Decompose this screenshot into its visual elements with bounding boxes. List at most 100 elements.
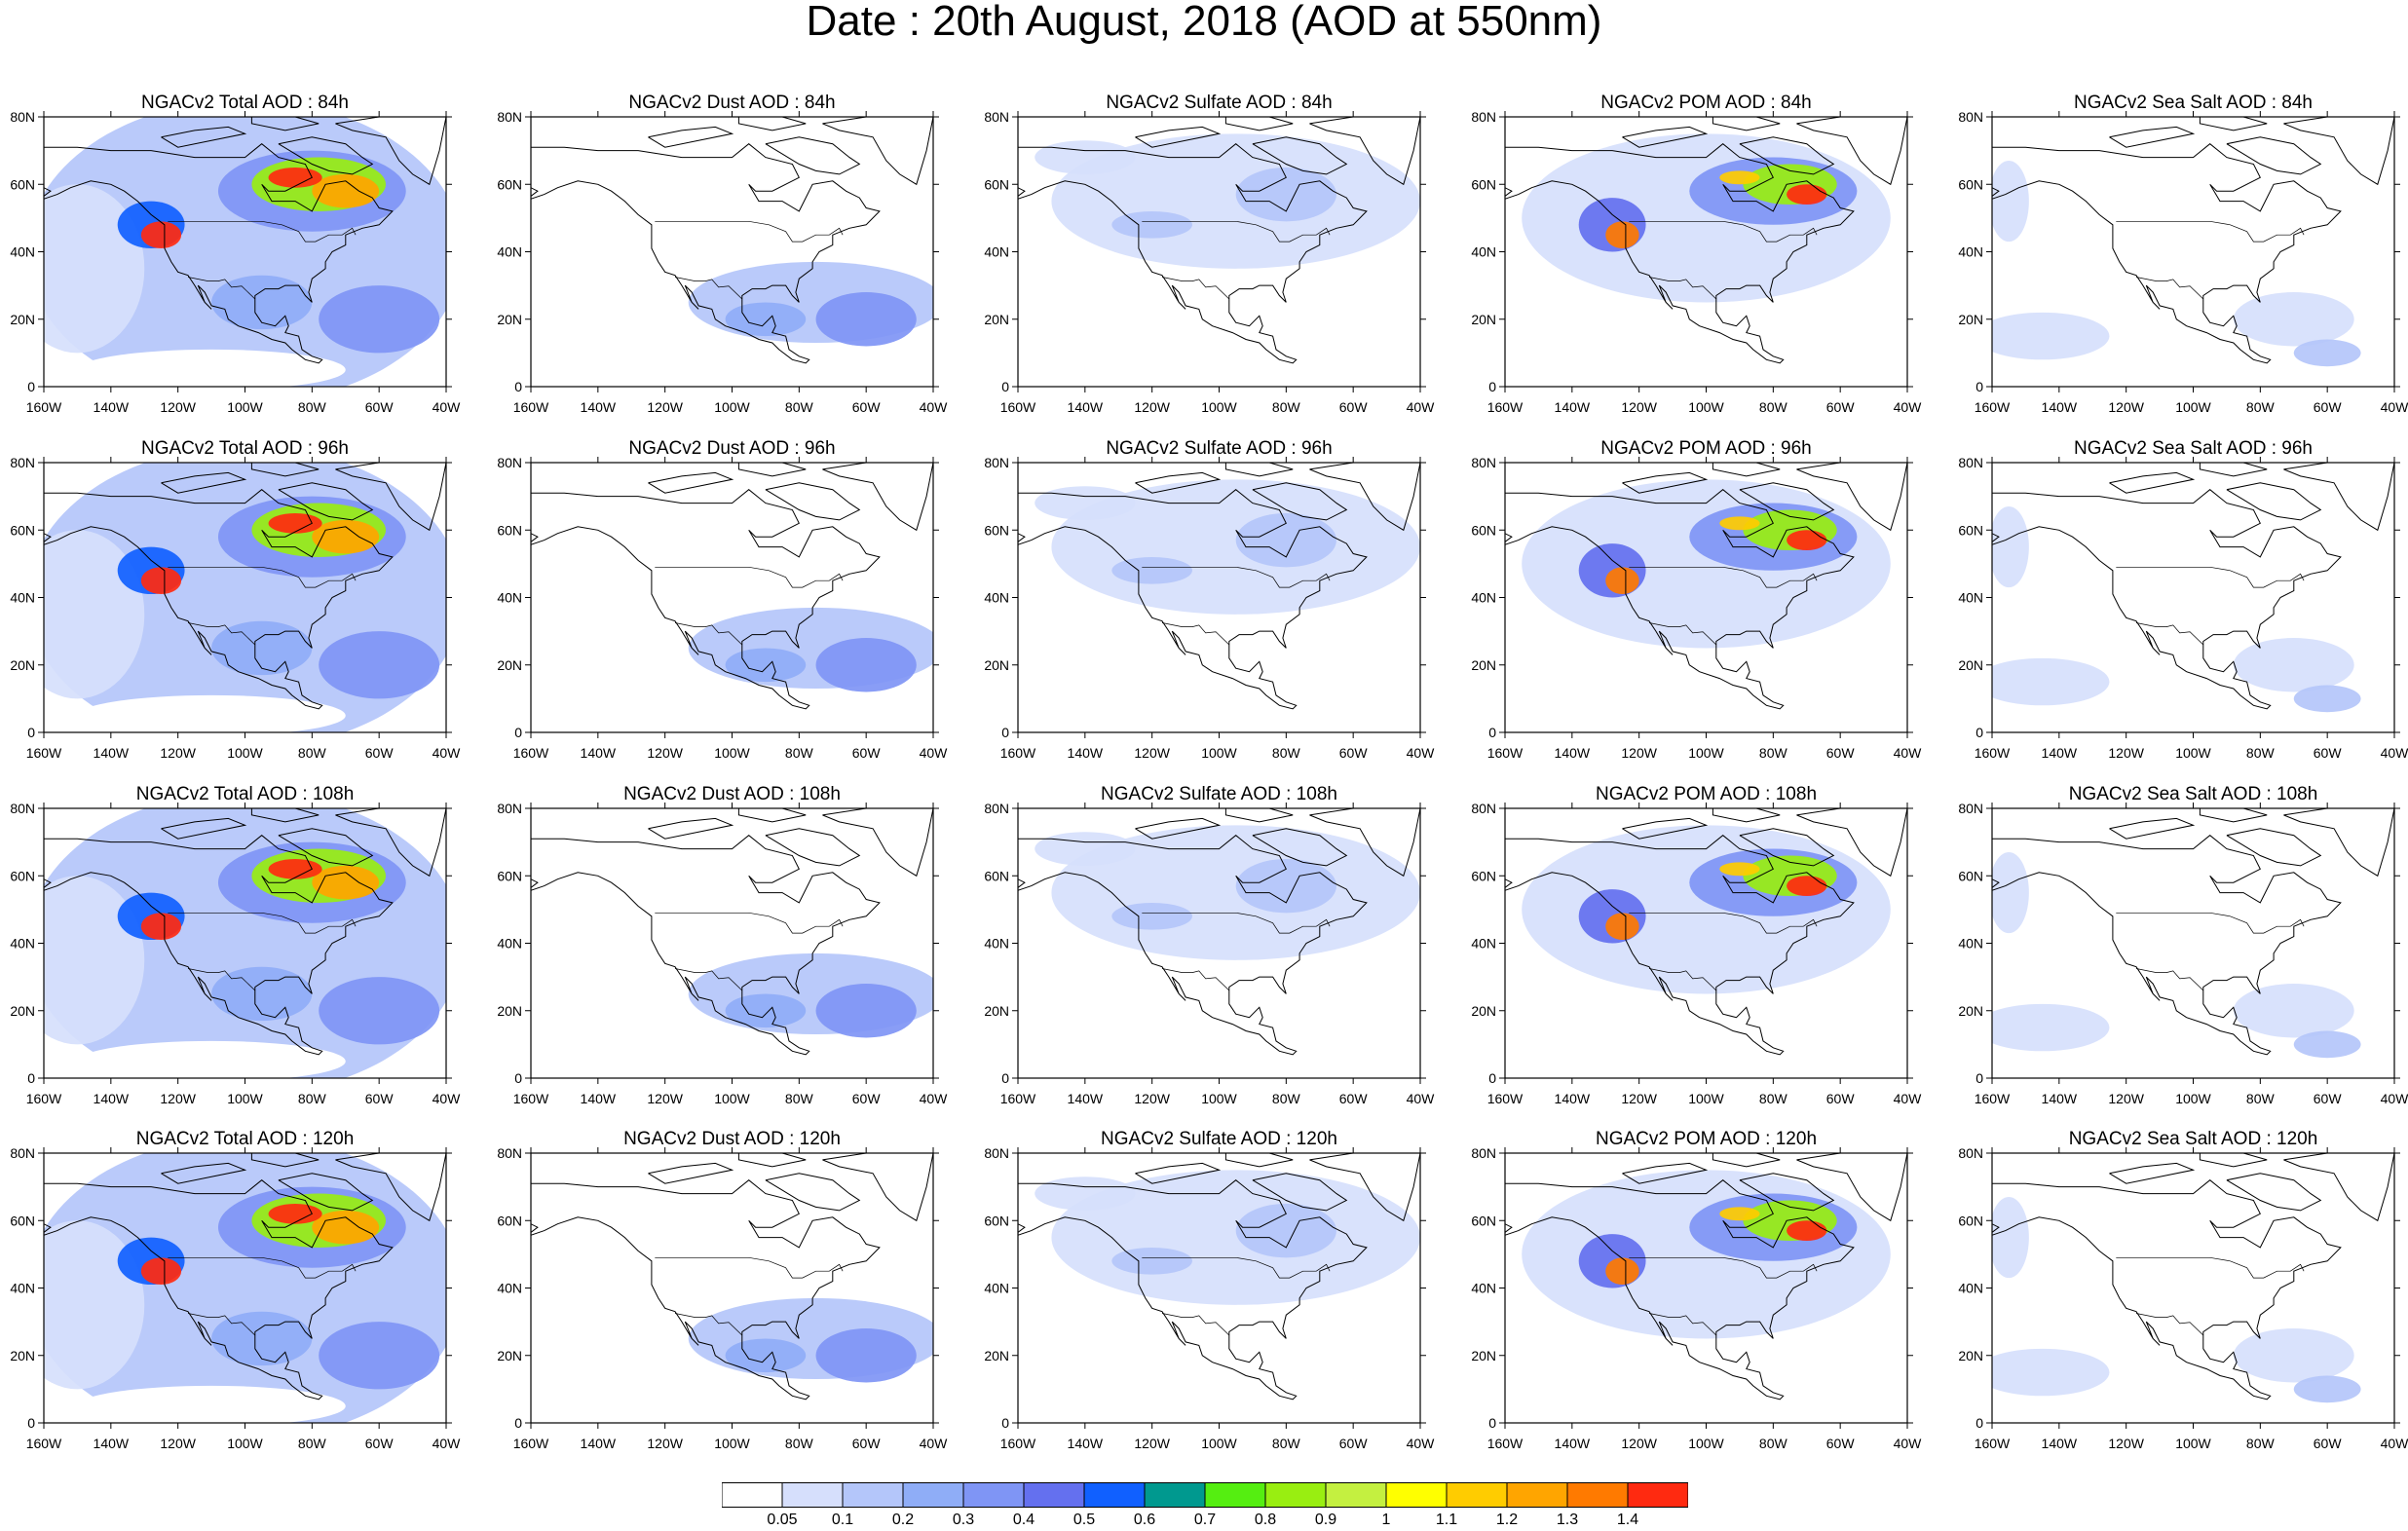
lon-tick-label: 160W	[513, 1436, 549, 1451]
lon-tick-label: 60W	[2314, 399, 2343, 415]
lat-tick-label: 60N	[1958, 868, 1983, 883]
aod-region	[2233, 292, 2354, 347]
lat-tick-label: 80N	[497, 801, 522, 816]
lon-tick-label: 140W	[94, 1091, 130, 1106]
lat-tick-label: 20N	[497, 312, 522, 327]
lat-tick-label: 20N	[1471, 657, 1496, 673]
lat-tick-label: 60N	[497, 868, 522, 883]
coastlines	[1992, 463, 2394, 710]
coastline	[2199, 1153, 2268, 1168]
aod-region	[1992, 312, 2110, 360]
lon-tick-label: 160W	[26, 745, 62, 761]
lon-tick-label: 40W	[1894, 1091, 1923, 1106]
map-panel-seasalt-r3: NGACv2 Sea Salt AOD : 108h 160W 140W 120W 10…	[1948, 765, 2408, 1110]
aod-region	[44, 1220, 145, 1390]
lon-tick-label: 120W	[647, 399, 683, 415]
coastline	[44, 835, 394, 1056]
lon-tick-label: 40W	[2381, 1091, 2408, 1106]
coastline	[822, 117, 933, 186]
political-border	[2116, 566, 2305, 588]
aod-region	[2293, 685, 2361, 713]
lon-tick-label: 120W	[160, 399, 196, 415]
lon-tick-label: 100W	[2175, 1091, 2211, 1106]
aod-region	[2233, 638, 2354, 692]
political-border	[655, 566, 844, 588]
lat-tick-label: 60N	[497, 176, 522, 192]
aod-region	[815, 292, 917, 347]
lat-tick-label: 0	[514, 379, 522, 394]
lat-tick-label: 0	[514, 1415, 522, 1431]
coastline	[2109, 126, 2196, 148]
colorbar-swatch	[1264, 1482, 1327, 1508]
coastlines	[1505, 1153, 1907, 1400]
coastline	[2226, 136, 2322, 175]
lat-tick-label: 20N	[1471, 1348, 1496, 1363]
aod-region	[1992, 161, 2029, 243]
coastline	[2226, 482, 2322, 521]
lon-tick-label: 160W	[26, 1091, 62, 1106]
lon-tick-label: 160W	[513, 745, 549, 761]
lon-tick-label: 80W	[785, 399, 814, 415]
lat-tick-label: 60N	[984, 176, 1009, 192]
lon-tick-label: 160W	[1000, 399, 1036, 415]
lon-tick-label: 120W	[2108, 399, 2144, 415]
coastline	[1224, 117, 1294, 131]
political-border	[674, 277, 743, 300]
lon-tick-label: 60W	[852, 399, 882, 415]
aod-region	[1235, 512, 1336, 568]
colorbar-swatch	[1446, 1482, 1508, 1508]
lon-tick-label: 160W	[1000, 745, 1036, 761]
lon-tick-label: 60W	[852, 1436, 882, 1451]
lat-tick-label: 60N	[10, 522, 35, 538]
coastline	[2109, 471, 2196, 494]
lon-tick-label: 160W	[1487, 1436, 1524, 1451]
panel-title: NGACv2 Dust AOD : 84h	[628, 93, 835, 113]
aod-field-shading	[44, 463, 446, 732]
coastline	[2109, 1162, 2196, 1184]
colorbar-label: 0.6	[1134, 1512, 1155, 1526]
lon-tick-label: 140W	[1555, 1091, 1591, 1106]
lat-tick-label: 80N	[1958, 1145, 1983, 1161]
aod-region	[1111, 556, 1192, 584]
political-border	[1648, 622, 1717, 646]
lat-tick-label: 20N	[1958, 1348, 1983, 1363]
aod-field-shading	[1018, 463, 1420, 732]
lon-tick-label: 120W	[1134, 399, 1170, 415]
aod-field-shading	[44, 808, 446, 1078]
lon-tick-label: 60W	[1826, 745, 1856, 761]
coastlines	[1992, 117, 2394, 364]
lat-tick-label: 20N	[10, 657, 35, 673]
lon-tick-label: 160W	[513, 1091, 549, 1106]
coastline	[250, 1153, 320, 1168]
lon-tick-label: 160W	[26, 399, 62, 415]
panel-title: NGACv2 Dust AOD : 120h	[623, 1129, 841, 1149]
lon-tick-label: 140W	[1555, 399, 1591, 415]
coastline	[1796, 463, 1907, 532]
coastline	[1135, 471, 1222, 494]
coastline	[250, 117, 320, 131]
lat-tick-label: 20N	[497, 657, 522, 673]
aod-region	[44, 876, 145, 1045]
coastline	[531, 143, 881, 364]
lat-tick-label: 20N	[984, 1003, 1009, 1019]
lat-tick-label: 80N	[1958, 801, 1983, 816]
lat-tick-label: 20N	[497, 1003, 522, 1019]
political-border	[2135, 968, 2204, 991]
lon-tick-label: 140W	[2042, 745, 2078, 761]
lon-tick-label: 40W	[433, 1091, 462, 1106]
aod-field-shading	[531, 808, 933, 1078]
aod-region	[1035, 1176, 1136, 1211]
coastline	[822, 1153, 933, 1222]
colorbar-swatch	[962, 1482, 1025, 1508]
coastline	[1992, 489, 2342, 710]
lon-tick-label: 40W	[1894, 1436, 1923, 1451]
map-panel-pom-r2: NGACv2 POM AOD : 96h 160W 140W 120W 100W 80W 6…	[1461, 419, 1948, 765]
aod-field-shading	[531, 463, 933, 732]
coastline	[531, 489, 881, 710]
lat-tick-label: 60N	[984, 1213, 1009, 1228]
coastline	[2226, 828, 2322, 867]
lon-tick-label: 160W	[1487, 399, 1524, 415]
lat-tick-label: 20N	[1958, 1003, 1983, 1019]
lon-tick-label: 60W	[1339, 745, 1369, 761]
figure-title: Date : 20th August, 2018 (AOD at 550nm)	[806, 0, 1602, 45]
